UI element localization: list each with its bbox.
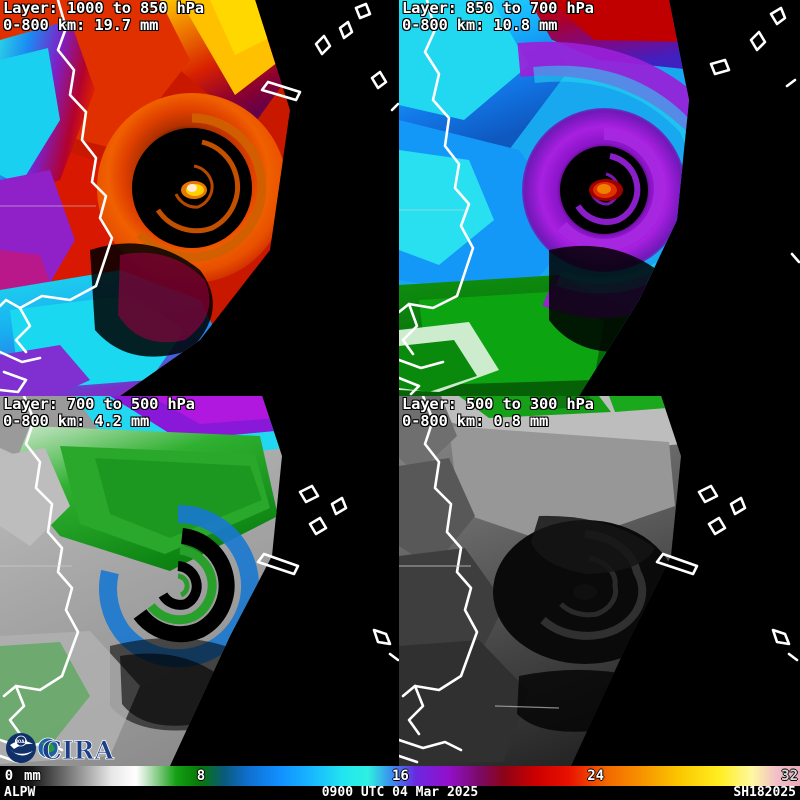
alpw-raster-700-500 xyxy=(0,396,399,766)
panel-grid: Layer: 1000 to 850 hPa 0-800 km: 19.7 mm xyxy=(0,0,800,766)
svg-text:NOAA: NOAA xyxy=(15,739,29,744)
svg-text:CIRA: CIRA xyxy=(42,736,114,764)
panel-500-300[interactable]: Layer: 500 to 300 hPa 0-800 km: 0.8 mm xyxy=(399,396,800,766)
cira-noaa-logo: NOAA CIRA xyxy=(6,733,115,764)
coastline-overlay xyxy=(399,0,800,396)
alpw-raster-500-300 xyxy=(399,396,800,766)
colorbar-unit-label: mm xyxy=(24,768,41,784)
alpw-raster-850-700 xyxy=(399,0,800,396)
colorbar-gradient xyxy=(0,766,800,786)
footer-bar: ALPW 0900 UTC 04 Mar 2025 SH182025 xyxy=(0,786,800,800)
coastline-overlay xyxy=(0,0,399,394)
footer-product-name: ALPW xyxy=(4,785,36,800)
coastline-overlay xyxy=(399,396,799,764)
panel-700-500[interactable]: Layer: 700 to 500 hPa 0-800 km: 4.2 mm N… xyxy=(0,396,399,766)
panel-850-700[interactable]: Layer: 850 to 700 hPa 0-800 km: 10.8 mm xyxy=(399,0,800,396)
colorbar[interactable]: 0 8 16 24 32 mm xyxy=(0,766,800,786)
panel-1000-850[interactable]: Layer: 1000 to 850 hPa 0-800 km: 19.7 mm xyxy=(0,0,399,396)
footer-storm-id: SH182025 xyxy=(733,785,796,800)
alpw-raster-1000-850 xyxy=(0,0,399,396)
footer-timestamp: 0900 UTC 04 Mar 2025 xyxy=(321,785,479,800)
